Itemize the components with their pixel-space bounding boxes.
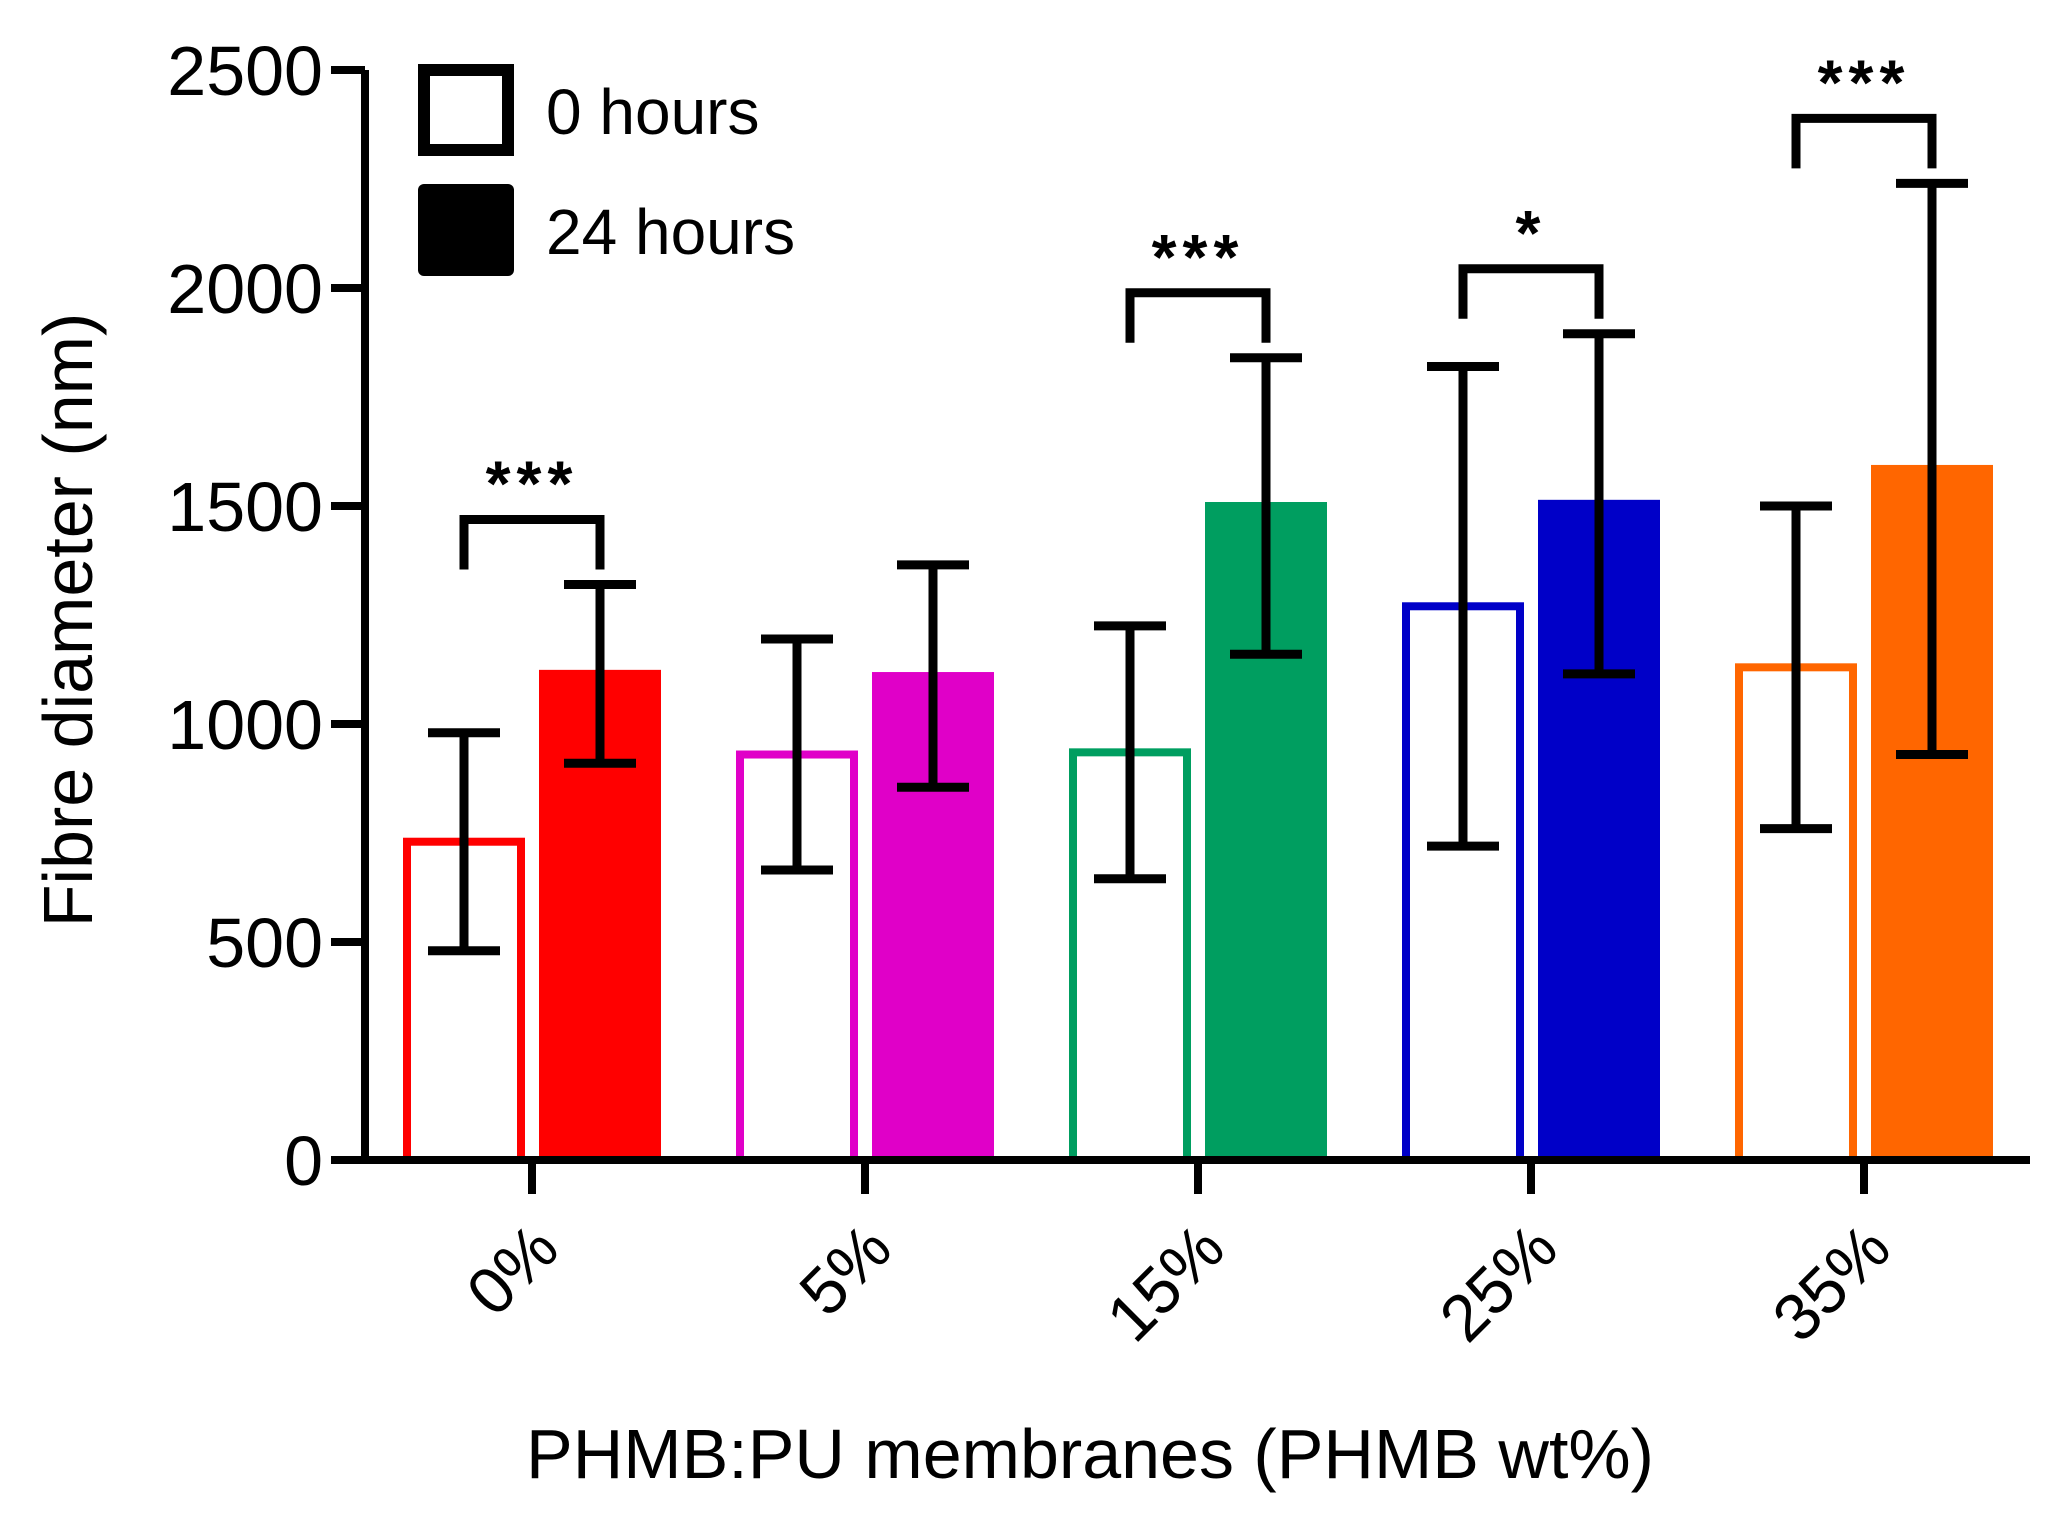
error-bar-24-hours-15% (1230, 353, 1302, 659)
significance-label: *** (486, 447, 579, 519)
y-tick-label-500: 500 (206, 904, 323, 982)
significance-label: * (1516, 197, 1547, 269)
y-axis-title: Fibre diameter (nm) (29, 313, 107, 928)
error-bar-0-hours-25% (1427, 361, 1499, 851)
significance-35%: *** (1791, 46, 1937, 169)
x-tick-label-5%: 5% (785, 1210, 905, 1330)
legend-item-0-hours: 0 hours (418, 64, 759, 156)
significance-0%: *** (459, 447, 605, 570)
bars-layer (403, 464, 1993, 1165)
error-bar-0-hours-5% (761, 634, 833, 875)
error-bar-24-hours-25% (1563, 329, 1635, 679)
legend-item-24-hours: 24 hours (418, 184, 795, 276)
error-bars-layer (428, 178, 1968, 956)
x-axis-title: PHMB:PU membranes (PHMB wt%) (526, 1415, 1654, 1493)
significance-15%: *** (1125, 221, 1271, 343)
error-bar-0-hours-35% (1760, 501, 1832, 834)
legend-swatch-filled (418, 184, 514, 276)
error-bar-24-hours-35% (1896, 178, 1968, 760)
legend-label: 0 hours (546, 76, 759, 148)
y-tick-label-0: 0 (284, 1122, 323, 1200)
significance-bracket (459, 514, 605, 570)
legend: 0 hours 24 hours (418, 64, 795, 276)
x-tick-label-15%: 15% (1092, 1210, 1238, 1356)
significance-25%: * (1458, 197, 1604, 319)
y-tick-label-1500: 1500 (167, 468, 323, 546)
x-tick-label-0%: 0% (452, 1210, 572, 1330)
y-tick-label-1000: 1000 (167, 686, 323, 764)
significance-label: *** (1818, 46, 1911, 118)
significance-bracket (1125, 288, 1271, 343)
error-bar-0-hours-0% (428, 728, 500, 956)
error-bar-0-hours-15% (1094, 621, 1166, 884)
significance-bracket (1458, 264, 1604, 319)
error-bar-24-hours-5% (897, 560, 969, 792)
x-tick-label-25%: 25% (1425, 1210, 1571, 1356)
significance-layer: ****** **** (459, 46, 1937, 570)
error-bar-24-hours-0% (564, 579, 636, 768)
y-tick-label-2000: 2000 (167, 250, 323, 328)
legend-swatch-hollow (418, 64, 514, 156)
y-tick-label-2500: 2500 (167, 32, 323, 110)
x-tick-label-35%: 35% (1758, 1210, 1904, 1356)
significance-label: *** (1152, 221, 1245, 293)
legend-label: 24 hours (546, 196, 795, 268)
significance-bracket (1791, 113, 1937, 169)
